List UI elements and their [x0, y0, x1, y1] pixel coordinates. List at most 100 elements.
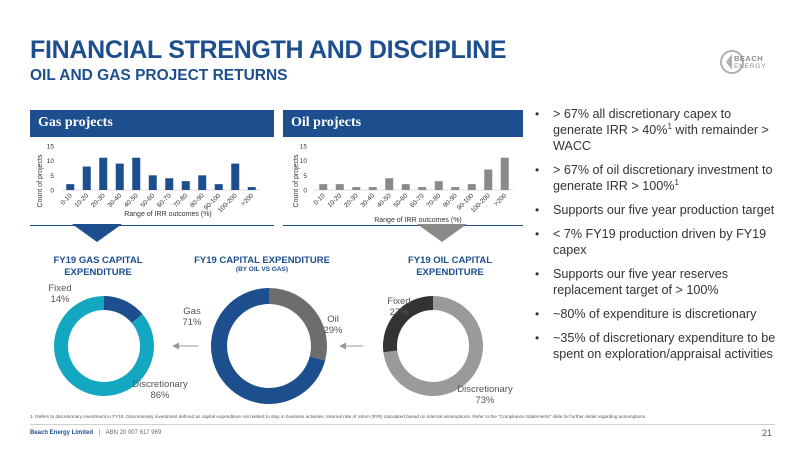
key-point-3: Supports our five year production target	[533, 202, 783, 218]
gas-x-tick-label: 0-10	[60, 192, 74, 206]
oil-x-tick-label: >200	[493, 192, 509, 208]
footer-divider	[30, 424, 775, 425]
footnote-ref: 1	[667, 121, 672, 131]
gas-bar-70-80	[181, 181, 190, 190]
key-point-5: Supports our five year reserves replacem…	[533, 266, 783, 298]
gas-x-tick-label: 30-40	[106, 192, 123, 209]
gas-bar-30-40	[115, 163, 124, 190]
oil-bar-0-10	[319, 184, 328, 190]
oil-bar-90-100	[467, 184, 476, 190]
capex-donut-charts: Fixed 14% Discretionary 86% Gas 71% Oil …	[48, 283, 513, 406]
gas-y-tick-label: 10	[47, 158, 55, 165]
donut-gas-slice-fixed	[104, 296, 143, 324]
oil-x-tick-label: 40-50	[376, 192, 393, 209]
total-gas-label: Gas	[183, 306, 201, 317]
key-point-text-cont: with remainder > WACC	[553, 123, 769, 153]
oil-x-tick-label: 60-70	[409, 192, 426, 209]
footer-company: Beach Energy Limited	[30, 430, 94, 436]
key-point-7: ~35% of discretionary expenditure to be …	[533, 330, 783, 362]
oil-panel-bottom-line	[283, 225, 523, 226]
key-point-2: > 67% of oil discretionary investment to…	[533, 162, 783, 194]
oil-bar-40-50	[385, 178, 394, 190]
gas-y-tick-label: 5	[50, 173, 54, 180]
key-point-4: < 7% FY19 production driven by FY19 cape…	[533, 226, 783, 258]
oil-fixed-label: Fixed	[387, 296, 410, 307]
oil-y-tick-label: 5	[303, 173, 307, 180]
company-logo: BEACH ENERGY	[718, 46, 774, 86]
gas-y-tick-label: 0	[50, 188, 54, 195]
oil-x-tick-label: 0-10	[313, 192, 327, 206]
oil-x-tick-label: 10-20	[326, 192, 343, 209]
oil-x-tick-label: 50-60	[392, 192, 409, 209]
logo-text-energy: ENERGY	[734, 63, 767, 70]
slide-title: FINANCIAL STRENGTH AND DISCIPLINE	[30, 36, 507, 64]
oil-y-tick-label: 10	[300, 158, 308, 165]
gas-fixed-label: Fixed	[48, 283, 71, 294]
gas-bar-60-70	[165, 178, 174, 190]
total-oil-label: Oil	[327, 314, 339, 325]
gas-chart-y-label: Count of projects	[37, 154, 44, 207]
oil-bar-chart: 0 5 10 15 0-10 10-20 20-30 30-40 40-50 50-60 60-70…	[293, 144, 513, 224]
oil-fixed-value: 27%	[389, 307, 409, 318]
oil-arrow-icon	[417, 224, 467, 242]
gas-x-tick-label: 40-50	[123, 192, 140, 209]
gas-y-tick-label: 15	[47, 144, 55, 151]
oil-bar->200	[500, 157, 509, 190]
oil-chart-x-label: Range of IRR outcomes (%)	[374, 217, 462, 224]
gas-arrow-icon	[72, 224, 122, 242]
total-capex-subtitle: (BY OIL VS GAS)	[235, 266, 289, 273]
gas-bar-50-60	[148, 175, 157, 190]
oil-chart-y-label: Count of projects	[293, 154, 300, 207]
gas-x-tick-label: 10-20	[73, 192, 90, 209]
page-number: 21	[762, 428, 773, 438]
gas-bar-chart: 0 5 10 15 0-10 10-20 20-30 30-40 40-50 50-60 60-70…	[37, 144, 260, 218]
donut-total-slice-oil	[269, 288, 327, 361]
total-capex-donut	[211, 288, 327, 404]
key-point-text: > 67% of oil discretionary investment to…	[553, 163, 773, 193]
gas-x-tick-label: 60-70	[156, 192, 173, 209]
oil-discretionary-label: Discretionary	[457, 384, 513, 395]
slide-subtitle: OIL AND GAS PROJECT RETURNS	[30, 67, 288, 84]
key-point-text: ~80% of expenditure is discretionary	[553, 307, 757, 321]
gas-discretionary-value: 86%	[150, 390, 170, 401]
gas-fixed-value: 14%	[50, 294, 70, 305]
gas-bar-90-100	[214, 184, 223, 190]
logo-mark-icon	[720, 50, 744, 74]
gas-discretionary-label: Discretionary	[132, 379, 188, 390]
oil-bar-50-60	[401, 184, 410, 190]
gas-x-tick-label: >200	[240, 192, 256, 208]
gas-chart-x-label: Range of IRR outcomes (%)	[124, 211, 212, 218]
gas-projects-header: Gas projects	[30, 110, 274, 137]
gas-bar-80-90	[198, 175, 207, 190]
oil-bar-30-40	[368, 187, 377, 190]
key-point-text: > 67% all discretionary capex to generat…	[553, 107, 732, 137]
footnote: 1. Refers to discretionary investment in…	[30, 414, 647, 419]
gas-bar->200	[247, 187, 256, 190]
oil-bar-10-20	[335, 184, 344, 190]
donut-oil-slice-fixed	[382, 296, 433, 353]
key-point-6: ~80% of expenditure is discretionary	[533, 306, 783, 322]
footer-abn: ABN 20 007 617 969	[105, 430, 162, 436]
arrow-right-icon	[339, 342, 346, 350]
gas-x-tick-label: 50-60	[139, 192, 156, 209]
key-point-text: Supports our five year production target	[553, 203, 775, 217]
oil-y-tick-label: 15	[300, 144, 308, 151]
key-point-text: ~35% of discretionary expenditure to be …	[553, 331, 776, 361]
footer-separator: |	[98, 430, 101, 436]
gas-bar-100-200	[231, 163, 240, 190]
logo-text-beach: BEACH	[734, 54, 764, 63]
gas-capex-title: FY19 GAS CAPITAL EXPENDITURE	[53, 255, 143, 278]
oil-bar-100-200	[484, 169, 493, 190]
gas-bar-10-20	[82, 166, 91, 190]
oil-capex-donut	[382, 296, 483, 396]
total-oil-value: 29%	[323, 325, 343, 336]
gas-panel-bottom-line	[30, 225, 274, 226]
oil-x-tick-label: 30-40	[359, 192, 376, 209]
oil-discretionary-value: 73%	[475, 395, 495, 406]
key-points-list: > 67% all discretionary capex to generat…	[533, 106, 783, 370]
key-point-text: Supports our five year reserves replacem…	[553, 267, 728, 297]
key-point-text: < 7% FY19 production driven by FY19 cape…	[553, 227, 767, 257]
oil-bar-70-80	[434, 181, 443, 190]
footnote-ref: 1	[674, 177, 679, 187]
oil-projects-header: Oil projects	[283, 110, 523, 137]
